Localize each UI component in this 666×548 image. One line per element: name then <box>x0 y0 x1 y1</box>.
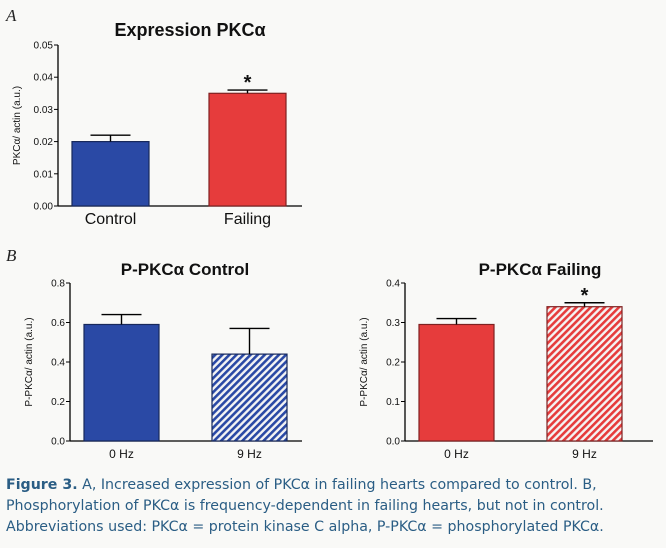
bar-0 <box>71 141 150 207</box>
panel-label-a: A <box>6 6 17 25</box>
y-tick-label: 0.1 <box>386 397 400 408</box>
chart-ppkca-failing: P-PKCα Failing P-PKCα/ actin (a.u.) 0.0 0.1… <box>359 260 653 461</box>
y-tick-label: 0.8 <box>51 279 65 290</box>
bar-0 <box>83 323 160 442</box>
bar-1 <box>208 92 287 207</box>
y-tick-label: 0.00 <box>34 202 54 213</box>
y-axis-label: PKCα/ actin (a.u.) <box>12 86 23 165</box>
y-tick-label: 0.6 <box>51 318 65 329</box>
caption-label: Figure 3. <box>6 477 78 493</box>
chart-title: Expression PKCα <box>114 20 265 40</box>
y-tick-label: 0.2 <box>386 358 400 369</box>
y-tick-label: 0.01 <box>34 169 54 180</box>
y-axis-label: P-PKCα/ actin (a.u.) <box>359 317 370 406</box>
panel-label-b: B <box>6 246 17 265</box>
y-tick-label: 0.05 <box>34 41 54 52</box>
caption-text: A, Increased expression of PKCα in faili… <box>6 477 604 535</box>
bar-1 <box>211 353 288 442</box>
y-tick-label: 0.3 <box>386 318 400 329</box>
y-tick-label: 0.4 <box>51 358 65 369</box>
figure-caption: Figure 3. A, Increased expression of PKC… <box>6 475 662 538</box>
category-label-0: 0 Hz <box>109 447 134 461</box>
chart-expression-pkca: Expression PKCα PKCα/ actin (a.u.) 0.00 0.0… <box>12 20 302 228</box>
y-tick-label: 0.0 <box>386 437 400 448</box>
y-tick-label: 0.02 <box>34 137 54 148</box>
category-label-0: 0 Hz <box>444 447 469 461</box>
chart-ppkca-control: P-PKCα Control P-PKCα/ actin (a.u.) 0.0 0.2… <box>24 260 302 461</box>
significance-mark-1: * <box>581 285 589 307</box>
y-tick-label: 0.04 <box>34 73 54 84</box>
y-tick-label: 0.4 <box>386 279 400 290</box>
bar-0 <box>418 323 495 442</box>
chart-title: P-PKCα Control <box>121 260 250 279</box>
category-label-1: 9 Hz <box>237 447 262 461</box>
significance-mark-1: * <box>244 72 252 94</box>
chart-title: P-PKCα Failing <box>479 260 602 279</box>
bar-1 <box>546 306 623 442</box>
category-label-1: 9 Hz <box>572 447 597 461</box>
category-label-0: Control <box>85 211 137 228</box>
y-tick-label: 0.03 <box>34 105 54 116</box>
y-tick-label: 0.0 <box>51 437 65 448</box>
y-tick-label: 0.2 <box>51 397 65 408</box>
y-axis-label: P-PKCα/ actin (a.u.) <box>24 317 35 406</box>
category-label-1: Failing <box>224 211 271 228</box>
